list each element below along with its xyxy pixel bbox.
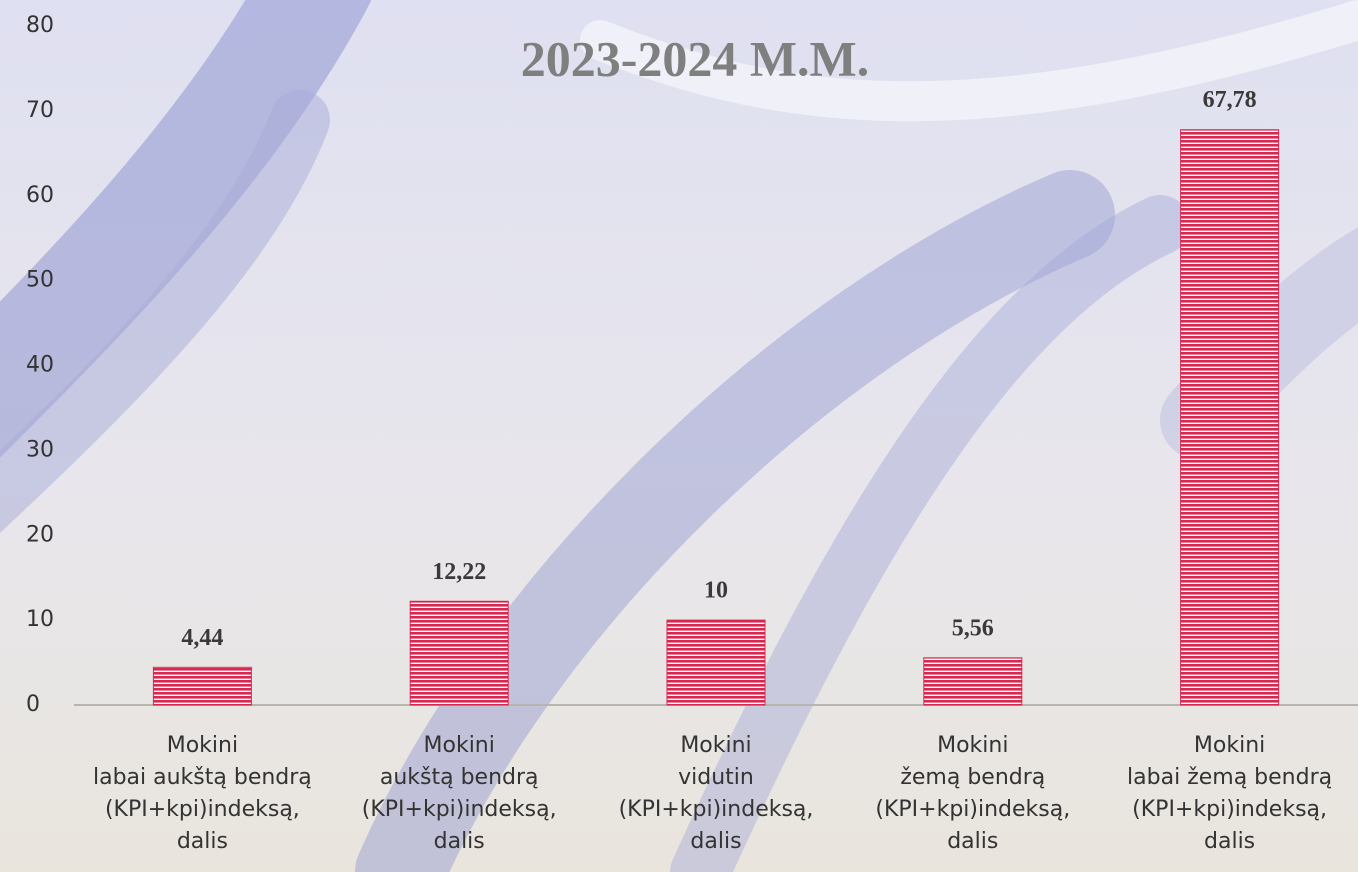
data-label: 10: [704, 578, 728, 604]
data-label: 5,56: [952, 615, 994, 641]
bar: [924, 658, 1022, 705]
y-tick-label: 70: [26, 98, 54, 123]
bar: [153, 667, 251, 705]
data-label: 12,22: [432, 559, 486, 585]
chart: 2023-2024 M.M. 010203040506070804,44Moki…: [0, 0, 1358, 872]
data-label: 67,78: [1203, 87, 1257, 113]
y-tick-label: 0: [26, 692, 40, 717]
y-tick-label: 10: [26, 607, 54, 632]
y-tick-label: 40: [26, 353, 54, 378]
page: {"chart_data": {"type": "bar", "title": …: [0, 0, 1358, 872]
bar: [1181, 130, 1279, 705]
y-tick-label: 50: [26, 268, 54, 293]
y-tick-label: 80: [26, 13, 54, 38]
y-tick-label: 20: [26, 522, 54, 547]
y-tick-label: 30: [26, 437, 54, 462]
data-label: 4,44: [181, 625, 223, 651]
bar: [410, 601, 508, 705]
y-tick-label: 60: [26, 183, 54, 208]
bar: [667, 620, 765, 705]
chart-title: 2023-2024 M.M.: [521, 30, 870, 86]
